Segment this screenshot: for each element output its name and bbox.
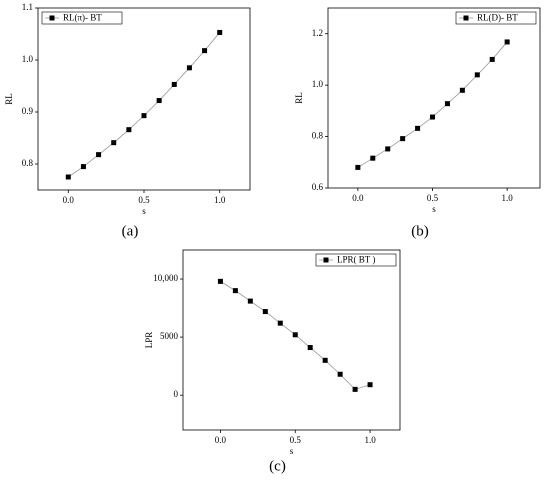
marker bbox=[322, 357, 328, 363]
plot-frame bbox=[37, 7, 251, 191]
x-axis-label: s bbox=[432, 204, 436, 214]
plot-frame bbox=[327, 7, 541, 189]
marker bbox=[186, 65, 192, 71]
marker bbox=[111, 140, 117, 146]
caption: (b) bbox=[411, 223, 429, 239]
marker bbox=[385, 146, 391, 152]
legend-box bbox=[455, 11, 537, 25]
marker bbox=[400, 136, 406, 142]
marker bbox=[430, 114, 436, 120]
x-axis-label: s bbox=[290, 446, 294, 456]
marker bbox=[367, 382, 373, 388]
x-tick-label: 1.0 bbox=[214, 195, 226, 205]
legend-marker bbox=[49, 15, 55, 21]
marker bbox=[307, 345, 313, 351]
marker bbox=[459, 87, 465, 93]
caption: (c) bbox=[269, 458, 286, 474]
marker bbox=[156, 98, 162, 104]
x-tick-label: 0.5 bbox=[427, 193, 439, 203]
x-tick-label: 0.5 bbox=[138, 195, 150, 205]
marker bbox=[337, 371, 343, 377]
x-axis-label: s bbox=[142, 206, 146, 216]
marker bbox=[65, 174, 71, 180]
marker bbox=[126, 127, 132, 133]
y-tick-label: 1.0 bbox=[22, 54, 34, 64]
marker bbox=[352, 386, 358, 392]
marker bbox=[217, 29, 223, 35]
x-tick-label: 0.0 bbox=[63, 195, 75, 205]
marker bbox=[504, 39, 510, 45]
marker bbox=[415, 125, 421, 131]
y-tick-label: 10,000 bbox=[153, 273, 178, 283]
plot-frame bbox=[182, 249, 401, 431]
y-tick-label: 0.6 bbox=[312, 182, 324, 192]
y-axis-label: RL bbox=[294, 92, 304, 104]
marker bbox=[370, 155, 376, 161]
marker bbox=[96, 152, 102, 158]
legend-marker bbox=[463, 15, 469, 21]
marker bbox=[247, 298, 253, 304]
legend-box bbox=[315, 253, 397, 267]
marker bbox=[217, 278, 223, 284]
marker bbox=[232, 288, 238, 294]
marker bbox=[262, 309, 268, 315]
caption: (a) bbox=[122, 223, 139, 239]
legend-box bbox=[41, 11, 123, 25]
marker bbox=[171, 81, 177, 87]
marker bbox=[474, 72, 480, 78]
y-tick-label: 1.2 bbox=[312, 28, 323, 38]
y-tick-label: 1.0 bbox=[312, 79, 324, 89]
y-axis-label: LPR bbox=[144, 332, 154, 349]
series-line bbox=[68, 32, 221, 178]
marker bbox=[277, 320, 283, 326]
legend-label: LPR( BT ) bbox=[337, 255, 375, 265]
y-axis-label: RL bbox=[4, 93, 14, 105]
marker bbox=[80, 164, 86, 170]
x-tick-label: 0.5 bbox=[290, 435, 302, 445]
legend-label: RL(π)- BT bbox=[63, 13, 102, 23]
x-tick-label: 1.0 bbox=[502, 193, 514, 203]
y-tick-label: 0 bbox=[174, 389, 179, 399]
y-tick-label: 1.1 bbox=[22, 2, 33, 12]
y-tick-label: 0.8 bbox=[22, 158, 34, 168]
marker bbox=[202, 48, 208, 54]
marker bbox=[444, 101, 450, 107]
y-tick-label: 0.9 bbox=[22, 106, 34, 116]
x-tick-label: 0.0 bbox=[215, 435, 227, 445]
marker bbox=[355, 164, 361, 170]
series-line bbox=[357, 41, 508, 168]
y-tick-label: 0.8 bbox=[312, 131, 324, 141]
marker bbox=[141, 113, 147, 119]
legend-marker bbox=[323, 257, 329, 263]
x-tick-label: 0.0 bbox=[352, 193, 364, 203]
x-tick-label: 1.0 bbox=[364, 435, 376, 445]
marker bbox=[489, 56, 495, 62]
y-tick-label: 5000 bbox=[160, 331, 179, 341]
legend-label: RL(D)- BT bbox=[477, 13, 518, 23]
marker bbox=[292, 332, 298, 338]
